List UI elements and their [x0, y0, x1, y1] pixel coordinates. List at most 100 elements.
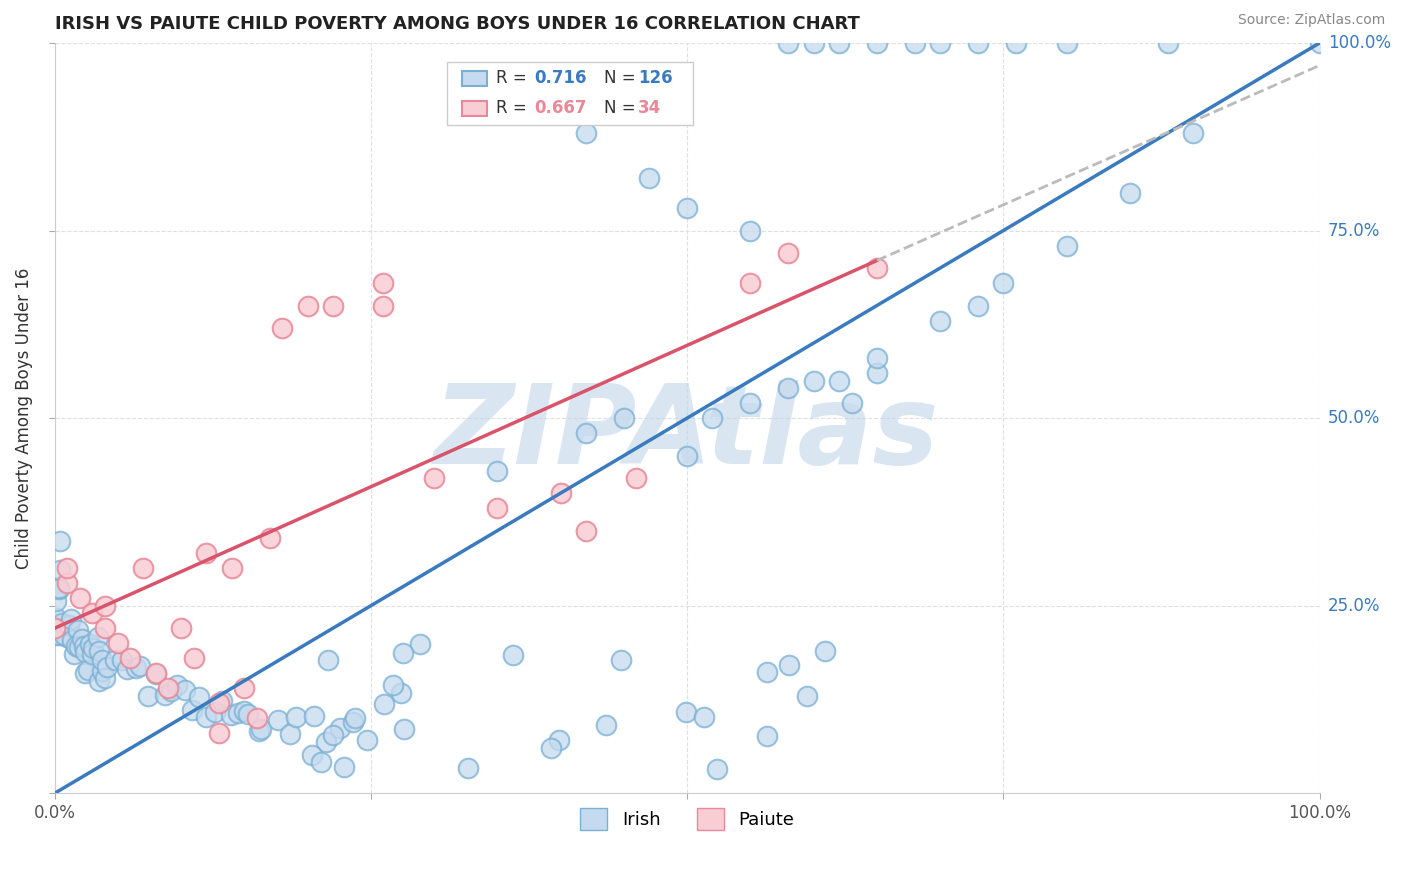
Point [778, 657, 800, 672]
Point [233, 681, 256, 696]
Point [329, 721, 352, 735]
Point [120, 651, 142, 665]
Point [183, 651, 205, 665]
Point [595, 718, 617, 732]
Point [208, 726, 231, 740]
Point [82, 640, 104, 655]
Point [993, 276, 1015, 290]
Point [423, 471, 446, 485]
Point [91, 653, 114, 667]
Point [94, 671, 117, 685]
Point [48, 582, 70, 596]
Text: N =: N = [603, 70, 641, 87]
Point [46, 580, 69, 594]
Point [381, 678, 404, 692]
Point [259, 531, 281, 545]
Point [322, 729, 344, 743]
Point [778, 246, 800, 260]
Point [486, 501, 509, 516]
Point [136, 689, 159, 703]
Point [373, 276, 395, 290]
Point [58, 617, 80, 632]
Point [221, 561, 243, 575]
Point [392, 722, 415, 736]
Point [702, 411, 724, 425]
Point [814, 644, 837, 658]
Point [51, 615, 73, 630]
Point [228, 706, 250, 720]
Text: 0.716: 0.716 [534, 70, 586, 87]
Point [803, 36, 825, 50]
Point [67, 640, 90, 655]
Point [60, 632, 83, 647]
Point [866, 36, 889, 50]
FancyBboxPatch shape [463, 101, 488, 116]
Point [904, 36, 927, 50]
Text: IRISH VS PAIUTE CHILD POVERTY AMONG BOYS UNDER 16 CORRELATION CHART: IRISH VS PAIUTE CHILD POVERTY AMONG BOYS… [55, 15, 859, 33]
Text: ZIPAtlas: ZIPAtlas [434, 380, 939, 487]
Point [247, 723, 270, 738]
Point [87, 644, 110, 658]
Point [1056, 36, 1078, 50]
Point [63, 647, 86, 661]
Point [778, 381, 800, 395]
Point [706, 763, 728, 777]
Point [796, 689, 818, 703]
Point [740, 223, 762, 237]
Point [409, 637, 432, 651]
Point [1005, 36, 1028, 50]
Point [79, 637, 101, 651]
Point [756, 729, 779, 743]
Point [676, 201, 699, 215]
Point [929, 36, 952, 50]
Point [211, 693, 233, 707]
Point [90, 665, 112, 679]
Point [343, 711, 366, 725]
Point [86, 631, 108, 645]
Point [575, 426, 598, 441]
Point [188, 690, 211, 704]
Point [676, 449, 699, 463]
Point [94, 621, 117, 635]
Point [1309, 36, 1331, 50]
Point [740, 276, 762, 290]
Point [104, 653, 127, 667]
Point [75, 665, 97, 680]
Point [389, 686, 412, 700]
Text: R =: R = [496, 99, 531, 117]
Point [929, 313, 952, 327]
Point [115, 662, 138, 676]
Point [342, 714, 364, 729]
Point [145, 666, 167, 681]
Point [195, 546, 218, 560]
Point [77, 663, 100, 677]
Point [638, 171, 661, 186]
Point [208, 696, 231, 710]
Point [278, 727, 301, 741]
Point [866, 351, 889, 365]
Y-axis label: Child Poverty Among Boys Under 16: Child Poverty Among Boys Under 16 [15, 268, 32, 569]
Text: 0.667: 0.667 [534, 99, 586, 117]
Point [626, 471, 648, 485]
Point [45, 610, 67, 624]
Point [309, 755, 332, 769]
Point [1157, 36, 1180, 50]
Point [246, 711, 269, 725]
Legend: Irish, Paiute: Irish, Paiute [574, 800, 801, 837]
Text: 50.0%: 50.0% [1329, 409, 1381, 427]
Point [96, 660, 118, 674]
Point [66, 623, 89, 637]
Point [457, 761, 479, 775]
Point [87, 674, 110, 689]
Point [271, 321, 294, 335]
Point [82, 647, 104, 661]
Point [166, 677, 188, 691]
Point [540, 740, 562, 755]
Point [803, 374, 825, 388]
Point [967, 299, 990, 313]
Text: 126: 126 [638, 70, 672, 87]
Point [125, 661, 148, 675]
Point [373, 299, 395, 313]
Point [44, 621, 66, 635]
Point [333, 760, 356, 774]
